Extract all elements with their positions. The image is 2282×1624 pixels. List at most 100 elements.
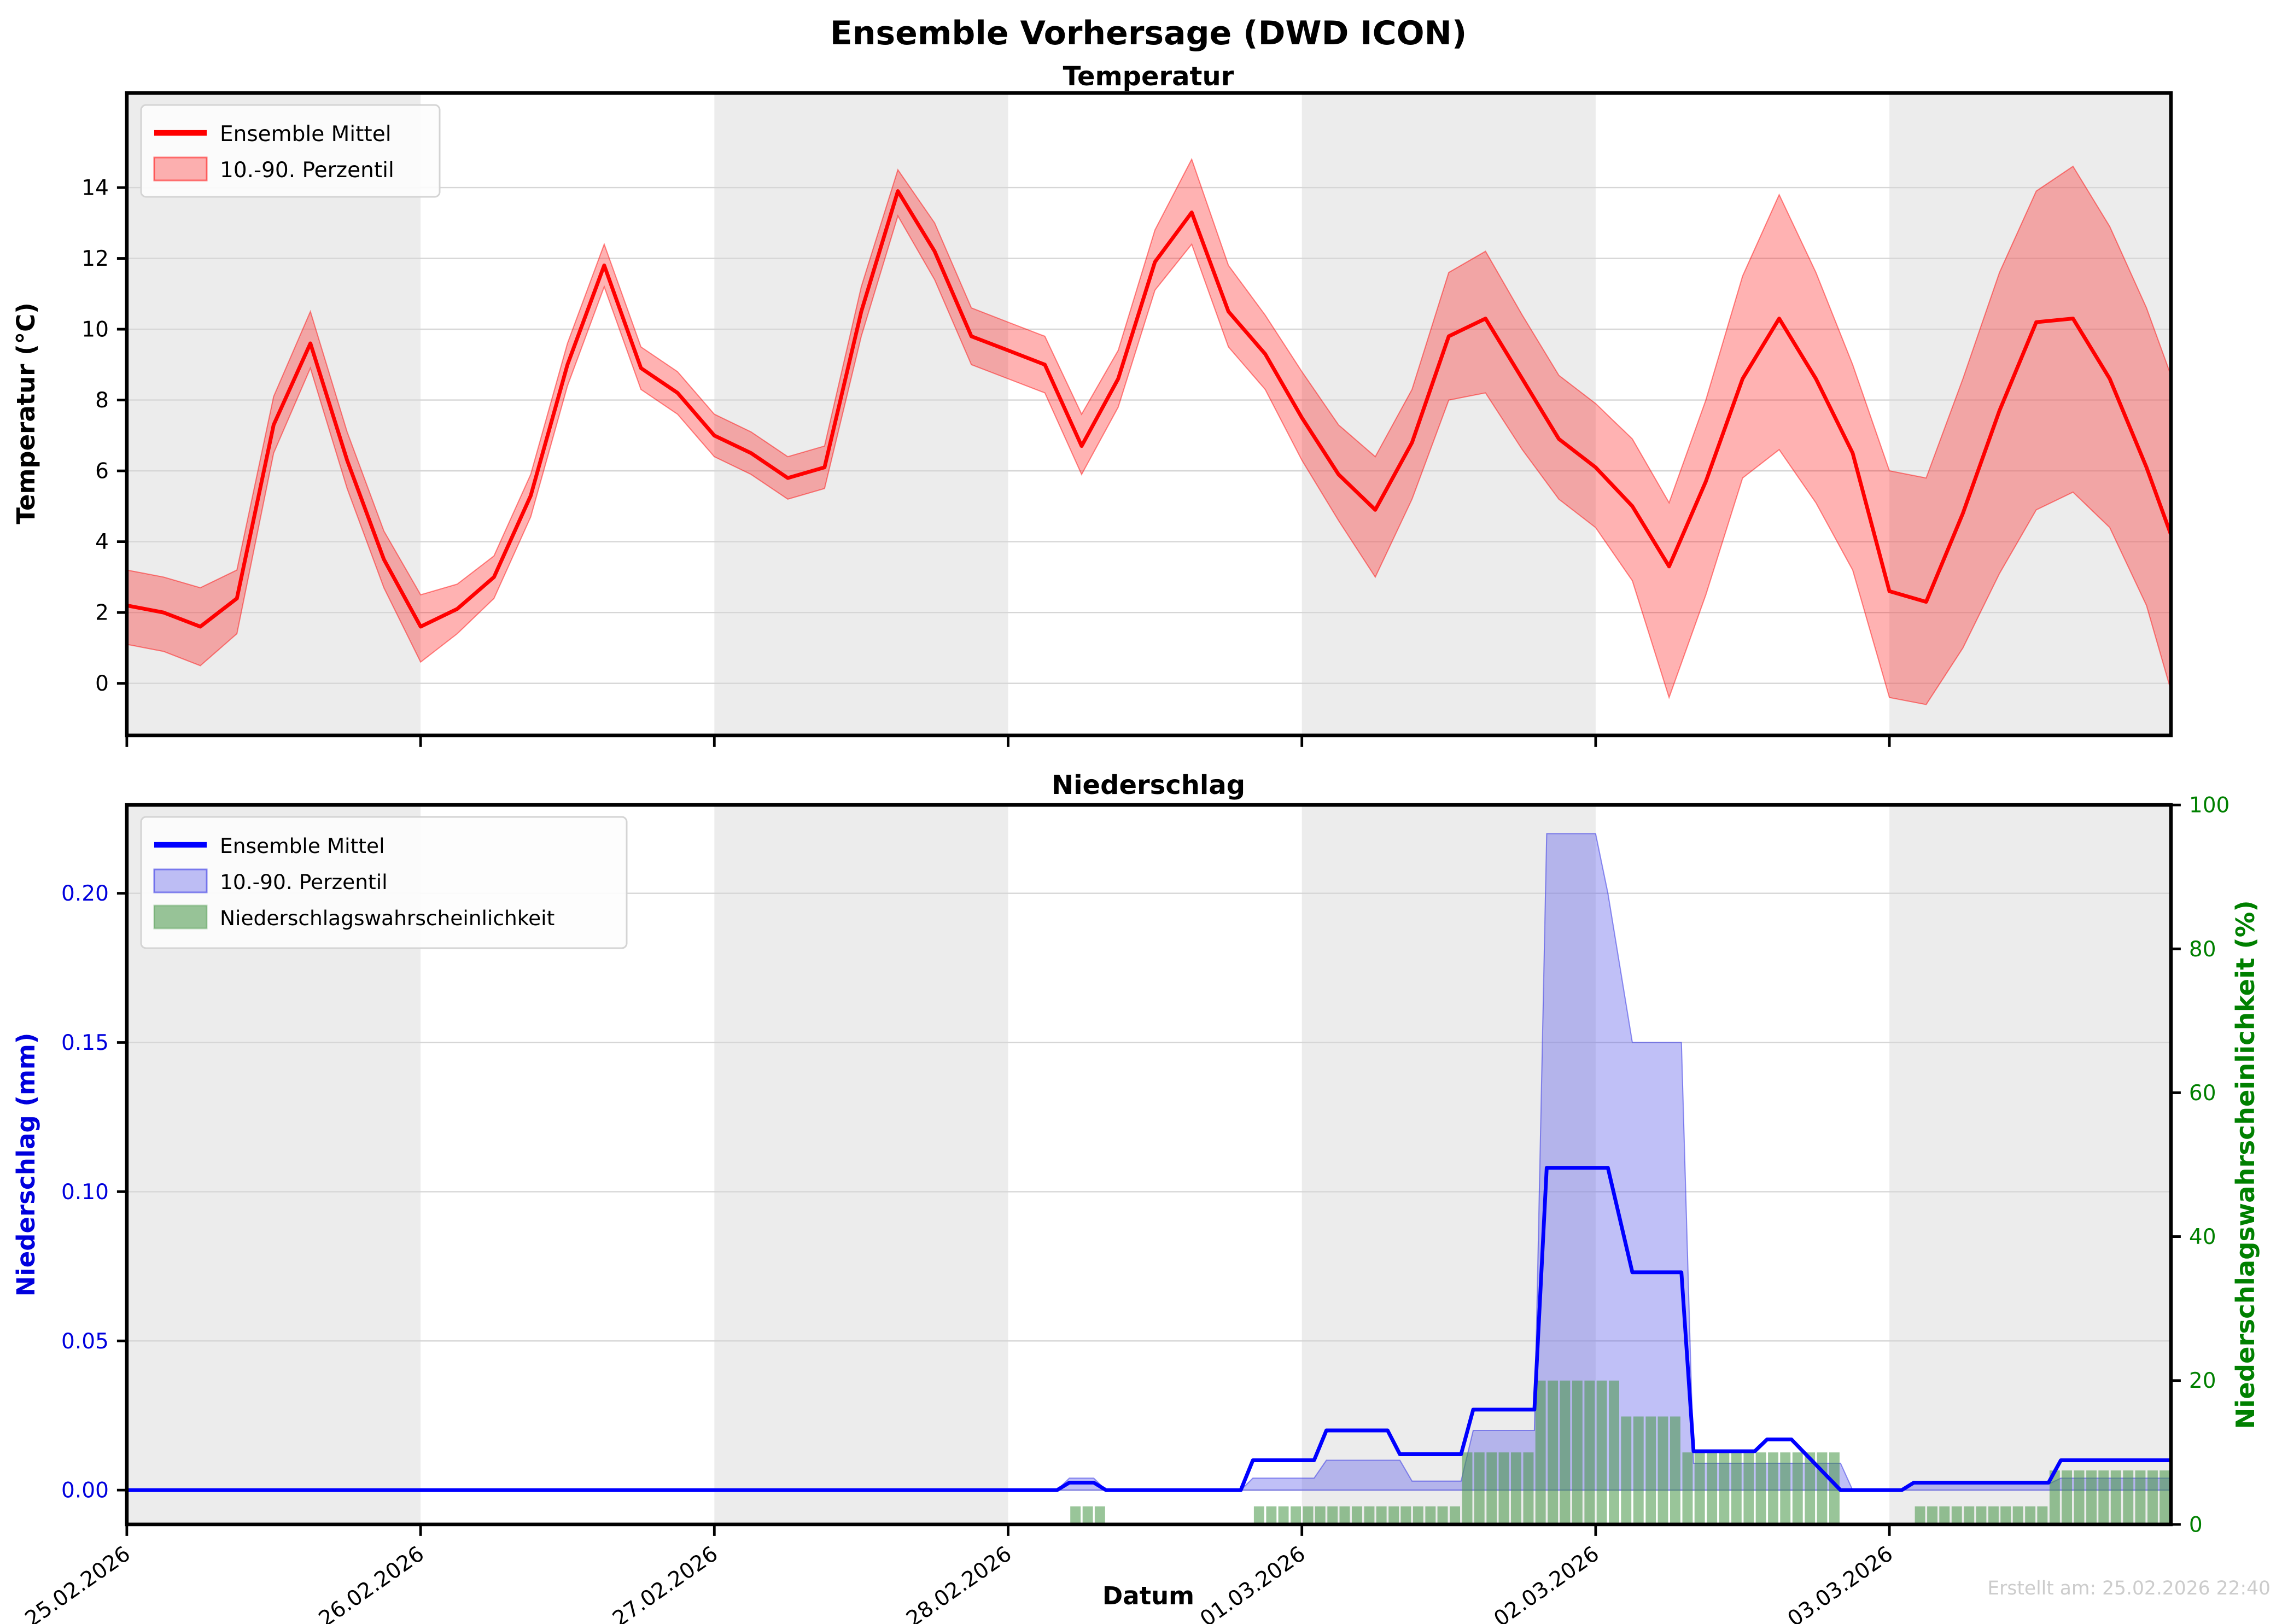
day-shading-band xyxy=(1302,93,1596,735)
precip-probability-bar xyxy=(2086,1470,2097,1524)
precip-probability-bar xyxy=(1523,1452,1534,1524)
legend-temperature: Ensemble Mittel 10.-90. Perzentil xyxy=(140,104,441,198)
temp-y-tick-label: 2 xyxy=(95,601,109,626)
legend-precip-prob-label: Niederschlagswahrscheinlichkeit xyxy=(220,906,555,930)
precip-probability-bar xyxy=(1572,1380,1583,1524)
precip-probability-bar xyxy=(1988,1506,1999,1524)
precip-probability-bar xyxy=(2098,1470,2109,1524)
day-shading-band xyxy=(1889,805,2171,1524)
precip-probability-bar xyxy=(1486,1452,1497,1524)
precip-probability-bar xyxy=(1474,1452,1485,1524)
precip-probability-bar xyxy=(1731,1452,1742,1524)
precip-probability-bar xyxy=(1951,1506,1962,1524)
precip-probability-bar xyxy=(1376,1506,1387,1524)
precip-probability-bar xyxy=(1719,1452,1730,1524)
precip-probability-bar xyxy=(1437,1506,1448,1524)
precip-y-tick-label: 0.20 xyxy=(61,881,109,906)
precip-probability-bar xyxy=(1548,1380,1559,1524)
precip-probability-bar xyxy=(1413,1506,1423,1524)
legend-precip-band-label: 10.-90. Perzentil xyxy=(220,870,388,894)
precip-probability-bar xyxy=(1278,1506,1289,1524)
precip-probability-bar xyxy=(1082,1506,1093,1524)
prob-y-tick-label: 60 xyxy=(2189,1081,2216,1106)
x-axis-label: Datum xyxy=(1102,1581,1194,1610)
precip-probability-bar xyxy=(1743,1452,1754,1524)
precip-probability-bar xyxy=(1462,1452,1473,1524)
day-shading-band xyxy=(1302,805,1596,1524)
precip-probability-bar xyxy=(1584,1380,1595,1524)
legend-precip-box xyxy=(140,816,628,949)
prob-y-tick-label: 20 xyxy=(2189,1369,2216,1393)
background-layer xyxy=(126,93,2171,1524)
precip-probability-bar xyxy=(1976,1506,1987,1524)
precip-probability-bar xyxy=(1633,1416,1644,1524)
temp-y-tick-label: 10 xyxy=(81,318,109,342)
temp-percentile-band xyxy=(126,157,2172,705)
precip-probability-bar xyxy=(1266,1506,1277,1524)
precip-probability-bar xyxy=(1645,1416,1656,1524)
precip-probability-bar xyxy=(1694,1452,1705,1524)
day-shading-band xyxy=(714,93,1008,735)
precip-probability-bar xyxy=(1400,1506,1411,1524)
precip-probability-bar xyxy=(1388,1506,1399,1524)
precip-probability-bar xyxy=(1939,1506,1950,1524)
figure-title: Ensemble Vorhersage (DWD ICON) xyxy=(830,14,1467,52)
prob-y-tick-label: 40 xyxy=(2189,1225,2216,1249)
legend-temp-band-swatch xyxy=(153,156,208,182)
precip-probability-bar xyxy=(1657,1416,1668,1524)
precip-probability-bar xyxy=(1450,1506,1460,1524)
precip-probability-bar xyxy=(2160,1470,2170,1524)
precip-probability-bar xyxy=(2074,1470,2085,1524)
legend-precip-band-swatch xyxy=(153,868,208,893)
panel-title-temperature: Temperatur xyxy=(1063,61,1234,92)
precip-mean-line xyxy=(126,1166,2171,1492)
precip-probability-bar xyxy=(1070,1506,1081,1524)
precip-probability-bar xyxy=(1621,1416,1632,1524)
precip-probability-bar xyxy=(2049,1470,2060,1524)
temp-y-tick-label: 0 xyxy=(95,671,109,696)
x-tick-label: 25.02.2026 xyxy=(21,1541,135,1624)
precip-y-axis-label: Niederschlag (mm) xyxy=(11,1033,40,1297)
precip-probability-bar xyxy=(2135,1470,2146,1524)
precip-probability-bar xyxy=(1817,1452,1828,1524)
precip-probability-bar xyxy=(1498,1452,1509,1524)
precip-probability-bar xyxy=(1670,1416,1680,1524)
precip-probability-bar xyxy=(2012,1506,2023,1524)
x-tick-label: 01.03.2026 xyxy=(1196,1541,1310,1624)
temp-y-tick-label: 6 xyxy=(95,459,109,484)
precip-probability-bar xyxy=(1927,1506,1937,1524)
precip-probability-bar xyxy=(1755,1452,1766,1524)
precip-probability-bar xyxy=(1094,1506,1105,1524)
x-tick-label: 27.02.2026 xyxy=(608,1541,722,1624)
precip-probability-bar xyxy=(2037,1506,2048,1524)
precip-probability-bar xyxy=(1964,1506,1975,1524)
probability-y-axis-label: Niederschlagswahrscheinlichkeit (%) xyxy=(2231,900,2260,1429)
x-tick-label: 28.02.2026 xyxy=(902,1541,1016,1624)
precip-probability-bar xyxy=(1780,1452,1791,1524)
precip-probability-bar xyxy=(2000,1506,2011,1524)
x-tick-label: 02.03.2026 xyxy=(1490,1541,1604,1624)
precip-probability-bar xyxy=(1596,1380,1607,1524)
precip-probability-bar xyxy=(1315,1506,1326,1524)
temp-y-tick-label: 4 xyxy=(95,530,109,554)
precip-probability-bar xyxy=(1560,1380,1571,1524)
precip-probability-bar xyxy=(1609,1380,1619,1524)
prob-y-tick-label: 100 xyxy=(2189,793,2230,818)
panel-spines xyxy=(125,803,2173,1527)
precip-probability-bar xyxy=(1707,1452,1718,1524)
legend-precip-prob-swatch xyxy=(153,904,208,930)
precip-probability-bar xyxy=(1327,1506,1338,1524)
precip-probability-bar xyxy=(1829,1452,1840,1524)
precip-probability-bar xyxy=(2123,1470,2134,1524)
x-tick-label: 26.02.2026 xyxy=(314,1541,429,1624)
temp-y-tick-label: 14 xyxy=(81,176,109,201)
precip-probability-bar xyxy=(1511,1452,1521,1524)
precip-probability-bar xyxy=(2110,1470,2121,1524)
legend-temp-mean-label: Ensemble Mittel xyxy=(220,122,392,147)
precip-y-tick-label: 0.05 xyxy=(61,1329,109,1354)
precip-probability-bar xyxy=(1291,1506,1301,1524)
precip-probability-bar xyxy=(2062,1470,2072,1524)
precip-probability-bar xyxy=(1805,1452,1816,1524)
